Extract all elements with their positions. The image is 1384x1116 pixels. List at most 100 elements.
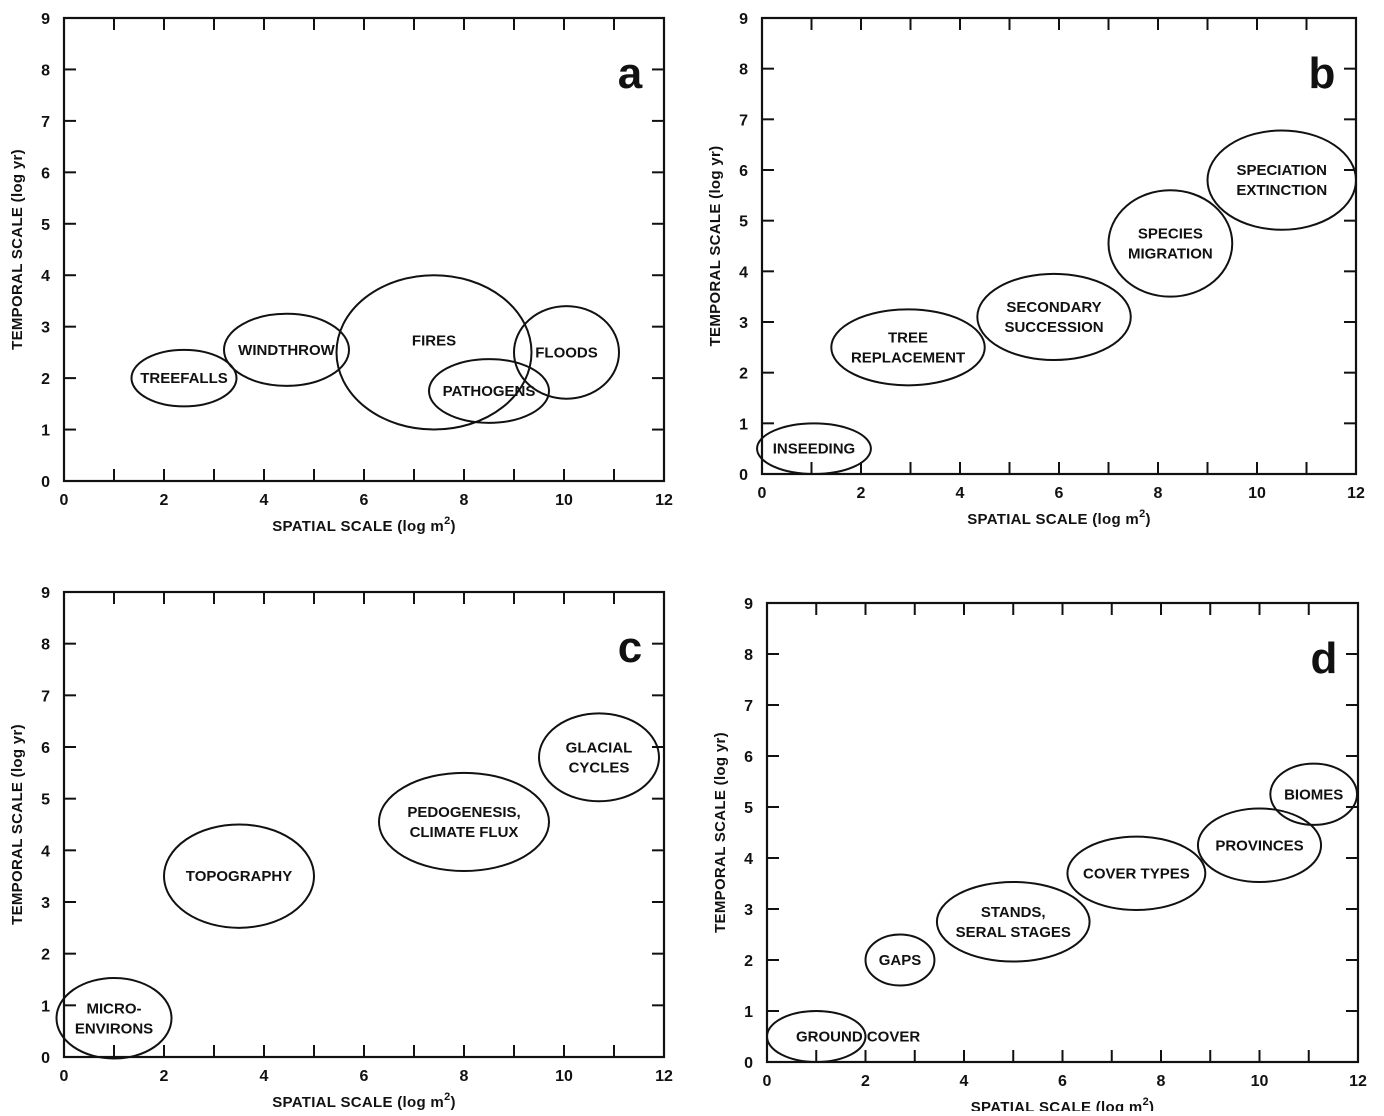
y-tick-label: 6 [744,749,753,766]
ellipse-label: TOPOGRAPHY [186,868,292,885]
y-tick-label: 5 [744,800,753,817]
y-tick-label: 1 [739,416,748,433]
x-tick-label: 8 [460,1068,469,1085]
scale-ellipse [766,1010,867,1063]
x-tick-label: 2 [857,485,866,502]
y-axis-title: TEMPORAL SCALE (log yr) [9,724,26,925]
x-axis-title: SPATIAL SCALE (log m2) [272,1091,456,1111]
panel-letter: a [618,49,643,98]
ellipse-label: BIOMES [1284,786,1343,803]
x-tick-label: 10 [555,492,573,509]
x-tick-label: 10 [555,1068,573,1085]
x-axis-title: SPATIAL SCALE (log m2) [272,515,456,535]
ellipse-label: PROVINCES [1215,837,1303,854]
plot-frame [760,16,1358,476]
x-tick-label: 12 [1349,1073,1367,1090]
x-tick-label: 12 [655,492,673,509]
plot-frame [765,601,1360,1064]
x-tick-label: 6 [1055,485,1064,502]
y-tick-label: 4 [41,843,50,860]
scale-ellipse [1269,762,1359,826]
y-tick-label: 2 [739,366,748,383]
scale-ellipse [130,348,238,408]
ellipse-label: TREEFALLS [140,370,228,387]
y-tick-label: 5 [41,792,50,809]
scale-ellipse [55,976,173,1060]
ellipse-label: PATHOGENS [443,383,536,400]
x-tick-label: 10 [1248,485,1266,502]
x-tick-label: 12 [655,1068,673,1085]
y-tick-label: 3 [744,902,753,919]
y-tick-label: 5 [41,217,50,234]
y-tick-label: 3 [41,320,50,337]
x-tick-label: 6 [360,492,369,509]
x-tick-label: 8 [1154,485,1163,502]
y-tick-label: 4 [744,851,753,868]
y-tick-label: 0 [41,1050,50,1067]
scale-ellipse [163,823,315,929]
x-tick-label: 4 [960,1073,969,1090]
y-tick-label: 7 [41,688,50,705]
x-axis-title: SPATIAL SCALE (log m2) [971,1096,1155,1111]
y-tick-label: 2 [41,371,50,388]
y-tick-label: 9 [744,596,753,613]
x-tick-label: 8 [460,492,469,509]
x-tick-label: 6 [1058,1073,1067,1090]
scale-ellipse [864,933,936,987]
y-tick-label: 0 [744,1055,753,1072]
panel-letter: b [1309,49,1336,98]
scale-ellipse [756,422,872,475]
y-tick-label: 9 [739,11,748,28]
y-tick-label: 9 [41,585,50,602]
y-tick-label: 3 [41,895,50,912]
scale-ellipse [1107,189,1234,298]
scale-ellipse [378,771,550,873]
ellipse-label: GROUND COVER [796,1029,920,1046]
y-tick-label: 3 [739,315,748,332]
ellipse-label: WINDTHROW [238,342,335,359]
plot-frame [62,16,666,483]
ellipse-label: PEDOGENESIS, CLIMATE FLUX [407,804,520,841]
ellipse-label: STANDS, SERAL STAGES [956,904,1071,941]
y-tick-label: 0 [739,467,748,484]
plot-frame [62,590,666,1059]
y-tick-label: 6 [41,165,50,182]
y-tick-label: 7 [744,698,753,715]
ellipse-label: SPECIATION EXTINCTION [1236,162,1327,199]
ellipse-label: TREE REPLACEMENT [851,329,965,366]
x-tick-label: 0 [60,492,69,509]
ellipse-label: GAPS [879,952,922,969]
scale-ellipse [1066,835,1207,912]
x-tick-label: 2 [160,1068,169,1085]
ellipse-label: FLOODS [535,344,598,361]
scale-ellipse [513,305,620,400]
ellipse-label: SECONDARY SUCCESSION [1004,299,1103,336]
y-axis-title: TEMPORAL SCALE (log yr) [712,732,729,933]
y-tick-label: 8 [744,647,753,664]
scale-ellipse [428,358,550,424]
scale-ellipse [1206,129,1357,231]
y-tick-label: 9 [41,11,50,28]
panel-letter: d [1311,634,1338,683]
y-tick-label: 6 [739,163,748,180]
y-tick-label: 1 [744,1004,753,1021]
scale-ellipse [1196,807,1323,883]
ellipse-label: FIRES [412,333,456,350]
y-tick-label: 6 [41,740,50,757]
scale-ellipse [335,274,533,431]
y-tick-label: 8 [41,62,50,79]
x-tick-label: 4 [260,1068,269,1085]
ellipse-label: MICRO-ENVIRONS [75,1000,153,1037]
y-tick-label: 2 [744,953,753,970]
ellipse-label: SPECIES MIGRATION [1128,225,1213,262]
y-tick-label: 4 [739,264,748,281]
x-tick-label: 0 [758,485,767,502]
x-tick-label: 2 [160,492,169,509]
x-tick-label: 2 [861,1073,870,1090]
scale-ellipse [223,312,350,387]
y-tick-label: 1 [41,423,50,440]
y-tick-label: 2 [41,947,50,964]
